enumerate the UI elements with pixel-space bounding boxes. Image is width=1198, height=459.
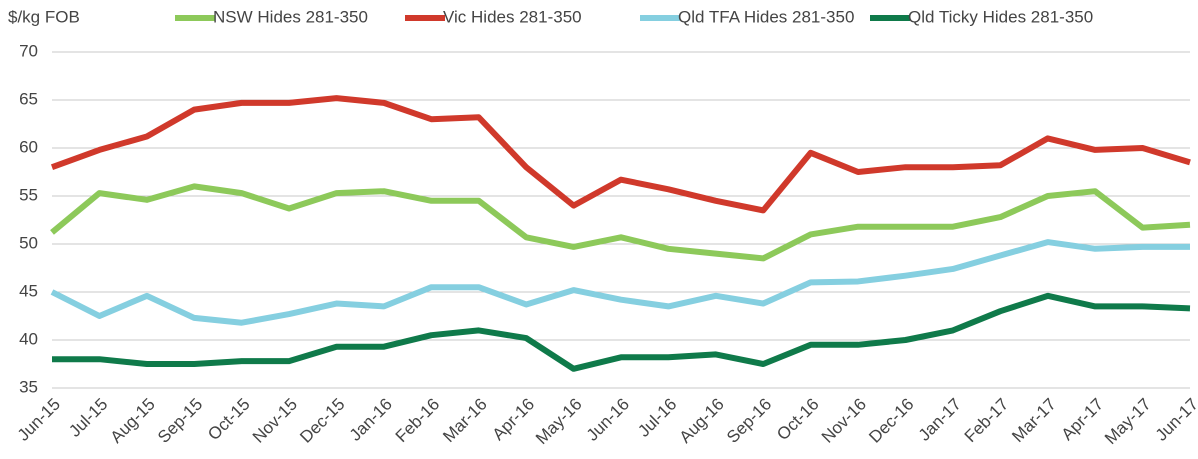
x-tick-label: Jan-17 [915, 395, 965, 445]
x-tick-label: Jun-17 [1152, 395, 1198, 445]
y-tick-label: 40 [19, 329, 38, 348]
series-line [50, 183, 1191, 262]
x-tick-label: Dec-15 [296, 395, 348, 447]
x-tick-label: May-17 [1101, 395, 1155, 449]
legend-label: NSW Hides 281-350 [213, 7, 368, 26]
series-line [50, 239, 1190, 326]
x-tick-label: Feb-17 [961, 395, 1013, 447]
y-tick-label: 35 [19, 377, 38, 396]
x-tick-label: Dec-16 [865, 395, 917, 447]
y-tick-label: 45 [19, 281, 38, 300]
x-tick-label: Feb-16 [392, 395, 444, 447]
x-tick-label: May-16 [532, 395, 586, 449]
series-line [52, 292, 1191, 372]
series-line [50, 95, 1191, 214]
y-tick-label: 50 [19, 233, 38, 252]
x-tick-label: Jul-15 [65, 395, 111, 441]
x-tick-label: Jun-16 [583, 395, 633, 445]
legend-label: Qld TFA Hides 281-350 [678, 7, 854, 26]
x-tick-label: Jul-16 [634, 395, 680, 441]
y-tick-label: 60 [19, 137, 38, 156]
x-tick-label: Nov-16 [818, 395, 870, 447]
x-tick-label: Oct-15 [204, 395, 254, 445]
x-tick-label: Jun-15 [14, 395, 64, 445]
x-tick-label: Sep-16 [723, 395, 775, 447]
y-tick-label: 70 [19, 41, 38, 60]
x-tick-label: Apr-16 [489, 395, 539, 445]
x-tick-label: Apr-17 [1058, 395, 1108, 445]
x-tick-label: Sep-15 [154, 395, 206, 447]
x-tick-label: Jan-16 [346, 395, 396, 445]
y-tick-label: 65 [19, 89, 38, 108]
y-tick-label: 55 [19, 185, 38, 204]
x-tick-label: Aug-15 [107, 395, 159, 447]
legend-label: Qld Ticky Hides 281-350 [908, 7, 1093, 26]
x-tick-label: Mar-17 [1008, 395, 1060, 447]
x-tick-label: Mar-16 [439, 395, 491, 447]
x-tick-label: Oct-16 [773, 395, 823, 445]
y-axis-label: $/kg FOB [8, 7, 80, 26]
x-tick-label: Nov-15 [249, 395, 301, 447]
legend-label: Vic Hides 281-350 [443, 7, 582, 26]
x-tick-label: Aug-16 [676, 395, 728, 447]
